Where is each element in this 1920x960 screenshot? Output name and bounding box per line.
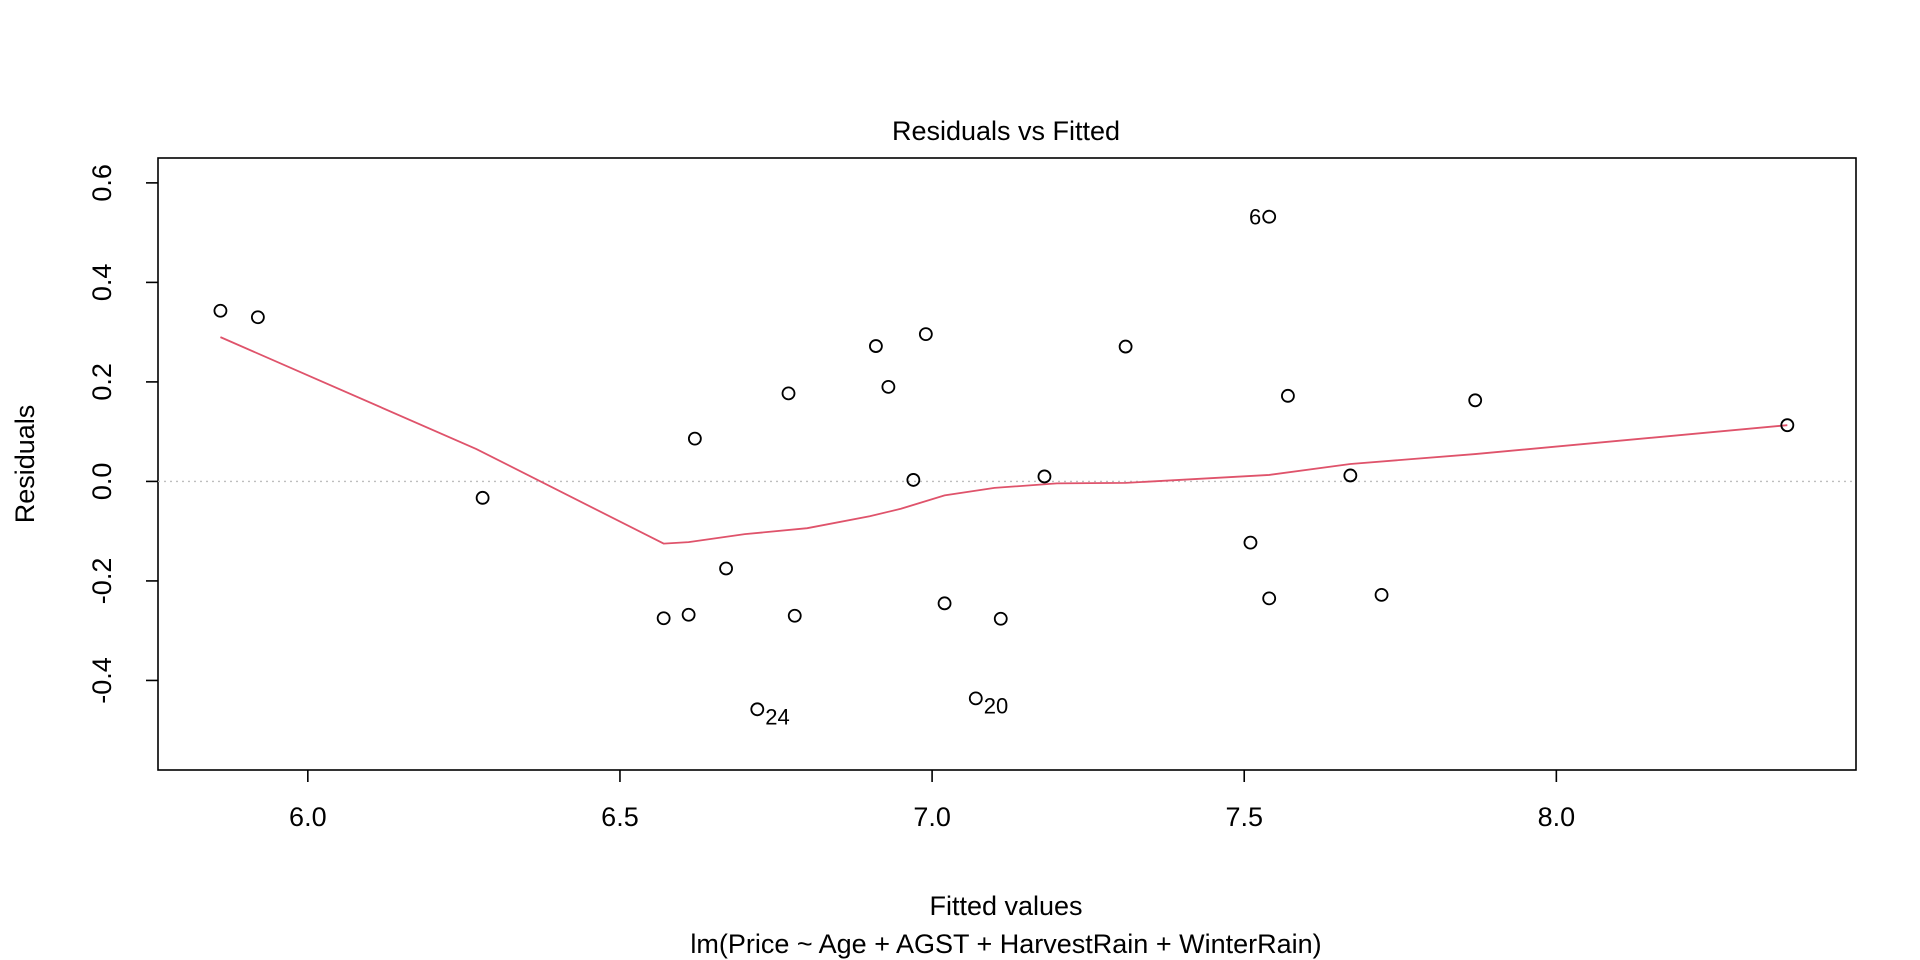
data-point	[719, 561, 733, 576]
x-axis: 6.0 6.5 7.0 7.5 8.0	[289, 770, 1575, 832]
data-point	[656, 611, 671, 626]
data-point	[869, 339, 883, 353]
chart-title: Residuals vs Fitted	[892, 116, 1120, 146]
data-point	[213, 303, 228, 318]
data-point	[1262, 209, 1277, 224]
data-point	[1780, 418, 1795, 433]
data-point	[968, 691, 983, 706]
point-label: 20	[984, 693, 1008, 718]
data-point	[687, 431, 702, 446]
y-axis-title: Residuals	[10, 405, 40, 524]
x-tick-label: 6.0	[289, 802, 327, 832]
data-points	[213, 209, 1795, 717]
data-point	[250, 310, 265, 325]
y-tick-label: 0.0	[87, 463, 117, 501]
y-tick-label: -0.4	[87, 657, 117, 704]
plot-frame	[157, 157, 1857, 771]
point-label: 24	[765, 704, 789, 729]
data-point	[993, 611, 1008, 626]
data-point	[750, 702, 765, 717]
data-point	[1343, 468, 1358, 483]
data-point	[1281, 388, 1295, 403]
x-tick-label: 7.0	[913, 802, 951, 832]
y-tick-label: 0.6	[87, 164, 117, 202]
data-point	[787, 608, 802, 623]
smooth-line	[220, 336, 1788, 545]
x-tick-label: 7.5	[1225, 802, 1263, 832]
point-label: 6	[1249, 205, 1261, 230]
data-point	[1262, 591, 1277, 606]
data-point	[881, 379, 896, 394]
data-point	[1374, 587, 1389, 602]
data-point	[475, 490, 490, 505]
data-point	[681, 607, 696, 622]
y-tick-label: 0.4	[87, 264, 117, 302]
data-point	[1118, 339, 1133, 354]
data-point	[1468, 393, 1483, 408]
data-point	[906, 473, 921, 487]
x-tick-label: 6.5	[601, 802, 639, 832]
data-point	[1037, 469, 1052, 484]
y-axis: -0.4 -0.2 0.0 0.2 0.4 0.6	[87, 164, 158, 704]
data-point	[1243, 535, 1258, 550]
y-tick-label: 0.2	[87, 363, 117, 401]
data-point	[937, 596, 952, 611]
chart-subtitle: lm(Price ~ Age + AGST + HarvestRain + Wi…	[690, 929, 1321, 959]
data-point	[918, 327, 933, 342]
x-axis-title: Fitted values	[929, 891, 1082, 921]
data-point	[781, 386, 796, 401]
y-tick-label: -0.2	[87, 558, 117, 605]
x-tick-label: 8.0	[1538, 802, 1576, 832]
point-labels: 24 20 6	[765, 205, 1261, 730]
